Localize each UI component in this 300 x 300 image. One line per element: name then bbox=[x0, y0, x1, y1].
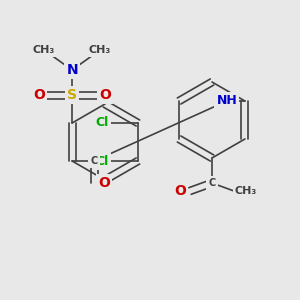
Text: C: C bbox=[91, 156, 98, 166]
Text: N: N bbox=[66, 63, 78, 77]
Text: CH₃: CH₃ bbox=[33, 45, 55, 55]
Text: C: C bbox=[208, 178, 216, 188]
Text: NH: NH bbox=[217, 94, 237, 107]
Text: O: O bbox=[174, 184, 186, 198]
Text: CH₃: CH₃ bbox=[235, 186, 257, 196]
Text: O: O bbox=[33, 88, 45, 102]
Text: O: O bbox=[98, 176, 110, 190]
Text: Cl: Cl bbox=[95, 154, 109, 167]
Text: Cl: Cl bbox=[95, 116, 109, 130]
Text: CH₃: CH₃ bbox=[89, 45, 111, 55]
Text: O: O bbox=[99, 88, 111, 102]
Text: S: S bbox=[67, 88, 77, 102]
